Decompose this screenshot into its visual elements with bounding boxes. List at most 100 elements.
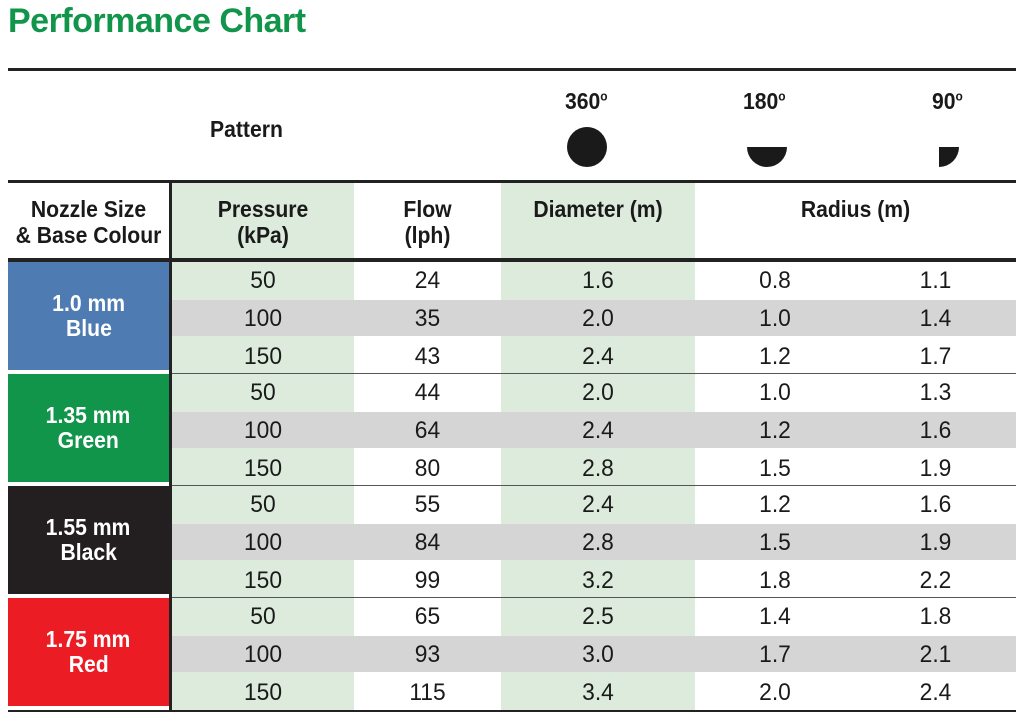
table-row: 50 55 2.4 1.2 1.6: [172, 486, 1016, 522]
flow-cell: 84: [414, 529, 441, 556]
flow-cell: 24: [414, 267, 441, 294]
flow-cell: 64: [414, 417, 441, 444]
radius-180-cell: 1.8: [759, 567, 791, 594]
radius-180-cell: 1.7: [759, 641, 791, 668]
top-rule: [8, 68, 1016, 71]
table-row: 50 24 1.6 0.8 1.1: [172, 262, 1016, 298]
diameter-cell: 2.0: [582, 305, 614, 332]
radius-180-cell: 1.2: [759, 417, 791, 444]
radius-180-cell: 1.0: [759, 305, 791, 332]
flow-cell: 65: [414, 603, 441, 630]
diameter-cell: 3.0: [582, 641, 614, 668]
pressure-cell: 150: [243, 567, 283, 594]
half-circle-pattern-icon: [747, 147, 787, 167]
page-title: Performance Chart: [8, 2, 306, 40]
diameter-cell: 2.8: [582, 529, 614, 556]
radius-180-cell: 1.5: [759, 529, 791, 556]
diameter-cell: 3.2: [582, 567, 614, 594]
nozzle-group-cell: 1.75 mm Red: [8, 598, 169, 706]
table-row: 100 93 3.0 1.7 2.1: [172, 636, 1016, 672]
diameter-cell: 1.6: [582, 267, 614, 294]
radius-180-cell: 1.0: [759, 379, 791, 406]
radius-180-cell: 1.4: [759, 603, 791, 630]
diameter-cell: 2.0: [582, 379, 614, 406]
bottom-rule: [8, 710, 1016, 712]
flow-cell: 55: [414, 491, 441, 518]
nozzle-group-cell: 1.55 mm Black: [8, 486, 169, 594]
diameter-cell: 2.8: [582, 455, 614, 482]
radius-180-cell: 1.5: [759, 455, 791, 482]
table-row: 100 64 2.4 1.2 1.6: [172, 412, 1016, 448]
performance-table-body: 50 24 1.6 0.8 1.1 100 35 2.0 1.0 1.4 150 43 2.4 1.2 1.…: [172, 262, 1016, 710]
nozzle-column-divider: [169, 183, 172, 710]
base-colour: Green: [57, 427, 120, 453]
radius-90-cell: 1.9: [919, 529, 952, 556]
full-circle-pattern-icon: [567, 127, 607, 167]
diameter-column-shade: [501, 183, 695, 258]
radius-90-cell: 1.4: [919, 305, 952, 332]
angle-90-label: 90o: [932, 88, 963, 114]
diameter-column-shade: [501, 262, 695, 710]
angle-360-label: 360o: [565, 88, 608, 114]
pressure-cell: 100: [243, 529, 283, 556]
diameter-header: Diameter (m): [533, 196, 663, 222]
flow-cell: 80: [414, 455, 441, 482]
radius-header: Radius (m): [800, 196, 911, 222]
radius-90-cell: 1.6: [919, 417, 952, 444]
pressure-cell: 100: [243, 305, 283, 332]
radius-90-cell: 2.2: [919, 567, 952, 594]
radius-90-cell: 1.1: [919, 267, 952, 294]
header-bottom-rule: [8, 258, 1016, 262]
pressure-cell: 150: [243, 343, 283, 370]
pressure-cell: 50: [250, 491, 276, 518]
radius-180-cell: 2.0: [759, 679, 791, 706]
flow-cell: 44: [414, 379, 441, 406]
pressure-cell: 100: [243, 641, 283, 668]
table-row: 100 35 2.0 1.0 1.4: [172, 300, 1016, 336]
pressure-column-shade: [172, 262, 354, 710]
group-divider: [172, 373, 1016, 374]
diameter-cell: 2.5: [582, 603, 614, 630]
radius-90-cell: 2.1: [919, 641, 952, 668]
pressure-column-shade: [172, 183, 354, 258]
base-colour: Black: [60, 539, 117, 565]
group-divider: [172, 597, 1016, 598]
table-row: 50 65 2.5 1.4 1.8: [172, 598, 1016, 634]
nozzle-size: 1.0 mm: [52, 290, 125, 316]
diameter-cell: 3.4: [582, 679, 614, 706]
nozzle-size: 1.35 mm: [46, 402, 131, 428]
pressure-cell: 150: [243, 455, 283, 482]
diameter-cell: 2.4: [582, 417, 614, 444]
flow-cell: 43: [414, 343, 441, 370]
pressure-cell: 50: [250, 267, 276, 294]
flow-cell: 93: [414, 641, 441, 668]
table-row: 150 115 3.4 2.0 2.4: [172, 674, 1016, 710]
nozzle-size: 1.55 mm: [46, 514, 131, 540]
header-top-rule: [8, 180, 1016, 183]
pressure-header: Pressure (kPa): [217, 196, 309, 248]
diameter-cell: 2.4: [582, 343, 614, 370]
table-row: 100 84 2.8 1.5 1.9: [172, 524, 1016, 560]
nozzle-size: 1.75 mm: [46, 626, 131, 652]
radius-90-cell: 1.9: [919, 455, 952, 482]
radius-180-cell: 1.2: [759, 343, 791, 370]
table-row: 50 44 2.0 1.0 1.3: [172, 374, 1016, 410]
flow-cell: 115: [409, 679, 446, 706]
radius-90-cell: 1.8: [919, 603, 952, 630]
radius-90-cell: 2.4: [919, 679, 952, 706]
base-colour: Blue: [65, 315, 112, 341]
table-row: 150 43 2.4 1.2 1.7: [172, 338, 1016, 374]
pressure-cell: 100: [243, 417, 283, 444]
table-row: 150 80 2.8 1.5 1.9: [172, 450, 1016, 486]
radius-90-cell: 1.7: [919, 343, 952, 370]
pressure-cell: 150: [243, 679, 283, 706]
flow-cell: 99: [414, 567, 441, 594]
pattern-label: Pattern: [210, 116, 283, 142]
nozzle-group-cell: 1.35 mm Green: [8, 374, 169, 482]
pressure-cell: 50: [250, 603, 276, 630]
diameter-cell: 2.4: [582, 491, 614, 518]
table-row: 150 99 3.2 1.8 2.2: [172, 562, 1016, 598]
base-colour: Red: [68, 651, 109, 677]
radius-90-cell: 1.3: [919, 379, 952, 406]
radius-90-cell: 1.6: [919, 491, 952, 518]
